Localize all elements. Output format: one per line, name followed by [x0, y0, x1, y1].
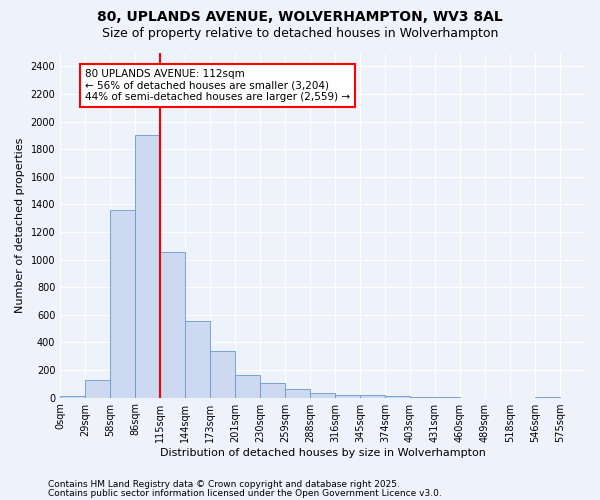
Bar: [310, 394, 335, 398]
Text: Contains HM Land Registry data © Crown copyright and database right 2025.: Contains HM Land Registry data © Crown c…: [48, 480, 400, 489]
Text: Size of property relative to detached houses in Wolverhampton: Size of property relative to detached ho…: [102, 28, 498, 40]
Bar: [535, 397, 560, 398]
Bar: [210, 352, 235, 398]
Bar: [360, 395, 385, 398]
Bar: [110, 210, 135, 398]
Y-axis label: Number of detached properties: Number of detached properties: [15, 138, 25, 312]
Bar: [410, 397, 435, 398]
Bar: [85, 380, 110, 398]
Bar: [160, 252, 185, 398]
X-axis label: Distribution of detached houses by size in Wolverhampton: Distribution of detached houses by size …: [160, 448, 485, 458]
Bar: [335, 395, 360, 398]
Bar: [285, 390, 310, 398]
Bar: [60, 396, 85, 398]
Bar: [135, 136, 160, 398]
Bar: [435, 397, 460, 398]
Text: 80 UPLANDS AVENUE: 112sqm
← 56% of detached houses are smaller (3,204)
44% of se: 80 UPLANDS AVENUE: 112sqm ← 56% of detac…: [85, 69, 350, 102]
Bar: [185, 321, 210, 398]
Bar: [260, 383, 285, 398]
Bar: [235, 375, 260, 398]
Bar: [385, 396, 410, 398]
Text: 80, UPLANDS AVENUE, WOLVERHAMPTON, WV3 8AL: 80, UPLANDS AVENUE, WOLVERHAMPTON, WV3 8…: [97, 10, 503, 24]
Text: Contains public sector information licensed under the Open Government Licence v3: Contains public sector information licen…: [48, 488, 442, 498]
